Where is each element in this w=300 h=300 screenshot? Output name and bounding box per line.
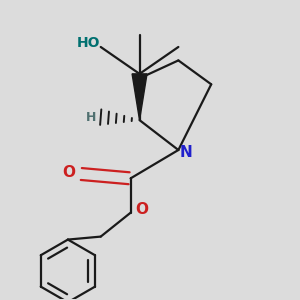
Text: N: N (179, 146, 192, 160)
Polygon shape (132, 74, 147, 120)
Text: HO: HO (76, 36, 100, 50)
Text: H: H (86, 111, 96, 124)
Text: O: O (62, 165, 75, 180)
Text: O: O (135, 202, 148, 217)
